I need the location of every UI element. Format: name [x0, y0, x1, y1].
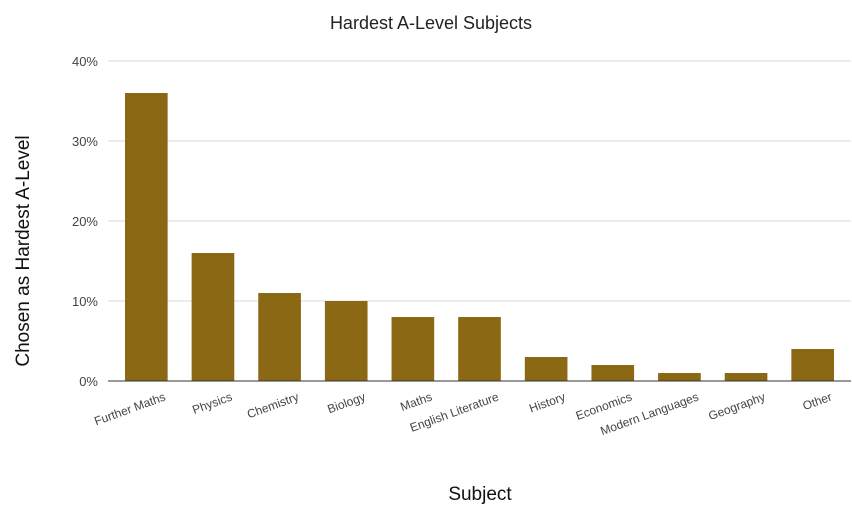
x-tick-label-other: Other — [801, 390, 834, 413]
bar-geography — [724, 373, 768, 381]
x-tick-label-physics: Physics — [190, 390, 234, 417]
x-tick-label-maths: Maths — [398, 390, 434, 414]
y-tick-label-10: 10% — [72, 294, 98, 309]
bar-biology — [324, 301, 368, 381]
bar-chemistry — [258, 293, 301, 381]
x-axis-label: Subject — [448, 484, 512, 505]
bar-other — [791, 349, 835, 381]
x-tick-label-further-maths: Further Maths — [92, 390, 167, 429]
y-tick-labels: 0% 10% 20% 30% 40% — [72, 54, 98, 389]
x-tick-label-chemistry: Chemistry — [245, 390, 301, 422]
bar-history — [524, 357, 568, 381]
bar-maths — [391, 317, 435, 381]
bar-economics — [591, 365, 635, 381]
x-tick-labels: Further Maths Physics Chemistry Biology Math… — [92, 390, 833, 439]
grid-lines — [108, 60, 851, 302]
chart-title: Hardest A-Level Subjects — [330, 13, 532, 33]
bar-further-maths — [124, 93, 168, 381]
x-tick-label-geography: Geography — [706, 390, 767, 423]
bar-modern-languages — [658, 373, 701, 381]
y-axis-label: Chosen as Hardest A-Level — [13, 135, 34, 366]
bars — [124, 93, 835, 381]
y-tick-label-30: 30% — [72, 134, 98, 149]
y-tick-label-40: 40% — [72, 54, 98, 69]
bar-physics — [191, 253, 235, 381]
bar-english-literature — [458, 317, 501, 381]
y-tick-label-0: 0% — [79, 374, 98, 389]
x-tick-label-history: History — [527, 390, 567, 416]
x-tick-label-biology: Biology — [325, 390, 367, 417]
y-tick-label-20: 20% — [72, 214, 98, 229]
